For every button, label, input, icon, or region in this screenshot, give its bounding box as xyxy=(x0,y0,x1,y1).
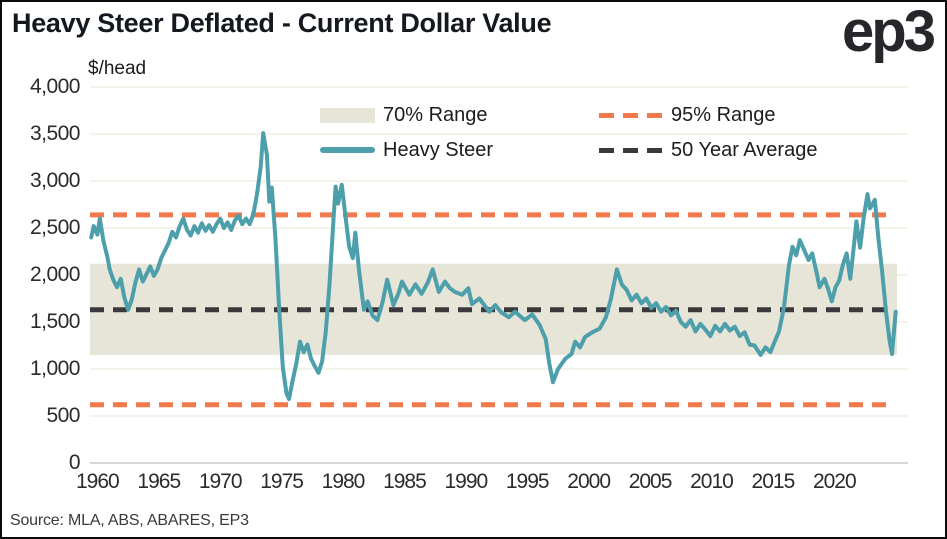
legend-item-70-range: 70% Range xyxy=(320,104,488,126)
black-dash-swatch-icon xyxy=(599,147,663,153)
y-tick-label: 3,500 xyxy=(29,122,81,145)
y-tick-label: 0 xyxy=(68,451,81,474)
legend-label: 95% Range xyxy=(671,103,776,126)
x-tick-label: 2015 xyxy=(751,470,796,493)
ep3-logo: ep3 xyxy=(842,0,936,64)
y-tick-label: 2,000 xyxy=(29,263,81,286)
legend-item-95-range: 95% Range xyxy=(599,104,776,126)
x-tick-label: 2005 xyxy=(628,470,673,493)
teal-line-swatch-icon xyxy=(320,147,375,153)
x-tick-label: 1985 xyxy=(383,470,427,493)
y-tick-label: 500 xyxy=(46,404,80,427)
orange-dash-swatch-icon xyxy=(599,112,663,118)
x-tick-label: 1995 xyxy=(505,470,550,493)
source-note: Source: MLA, ABS, ABARES, EP3 xyxy=(10,512,249,529)
x-tick-label: 1960 xyxy=(76,470,120,493)
x-tick-label: 1980 xyxy=(321,470,366,493)
x-tick-label: 1970 xyxy=(198,470,243,493)
x-tick-label: 1990 xyxy=(444,470,488,493)
y-tick-label: 3,000 xyxy=(29,169,81,192)
legend-label: 50 Year Average xyxy=(671,138,818,161)
y-tick-label: 4,000 xyxy=(29,75,81,98)
legend-item-heavy-steer: Heavy Steer xyxy=(320,139,493,161)
x-tick-label: 2010 xyxy=(690,470,734,493)
y-axis-unit-label: $/head xyxy=(88,58,147,79)
y-tick-label: 1,500 xyxy=(29,310,81,333)
legend-label: 70% Range xyxy=(383,103,488,126)
x-tick-label: 2000 xyxy=(567,470,611,493)
y-tick-label: 2,500 xyxy=(29,216,81,239)
legend-item-50yr-average: 50 Year Average xyxy=(599,139,817,161)
y-tick-label: 1,000 xyxy=(29,357,81,380)
x-tick-label: 1965 xyxy=(137,470,181,493)
heavy-steer-line xyxy=(89,131,898,402)
band-swatch-icon xyxy=(320,107,375,123)
chart-title: Heavy Steer Deflated - Current Dollar Va… xyxy=(12,8,552,38)
legend-label: Heavy Steer xyxy=(383,138,494,161)
x-tick-label: 2020 xyxy=(812,470,857,493)
x-tick-label: 1975 xyxy=(260,470,304,493)
